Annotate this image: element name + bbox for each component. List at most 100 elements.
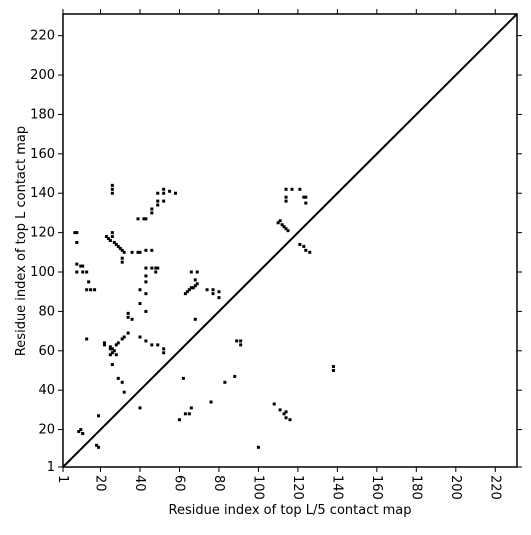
x-tick-label: 40 [132, 475, 147, 492]
point [75, 231, 79, 235]
point [217, 290, 221, 294]
y-tick-label: 220 [30, 29, 55, 44]
point [110, 235, 114, 239]
point [193, 317, 197, 321]
point [116, 376, 120, 380]
point [110, 363, 114, 367]
point [120, 380, 124, 384]
point [75, 240, 79, 244]
point [205, 288, 209, 292]
point [162, 187, 166, 191]
x-tick-label: 120 [290, 475, 305, 500]
point [331, 368, 335, 372]
point [138, 335, 142, 339]
point [122, 335, 126, 339]
point [120, 260, 124, 264]
point [162, 351, 166, 355]
point [120, 248, 124, 252]
point [122, 250, 126, 254]
point [298, 242, 302, 246]
point [150, 343, 154, 347]
point [183, 412, 187, 416]
point [75, 270, 79, 274]
point [136, 217, 140, 221]
y-tick-label: 40 [38, 383, 55, 398]
point [256, 445, 260, 449]
point [284, 227, 288, 231]
point [280, 223, 284, 227]
point [89, 288, 93, 292]
point [150, 207, 154, 211]
point [112, 240, 116, 244]
point [156, 191, 160, 195]
point [331, 365, 335, 369]
point [181, 376, 185, 380]
x-tick-label: 220 [487, 475, 502, 500]
x-tick-label: 160 [369, 475, 384, 500]
point [288, 418, 292, 422]
y-tick-label: 200 [30, 68, 55, 83]
point [189, 286, 193, 290]
point [97, 445, 101, 449]
point [108, 347, 112, 351]
point [211, 292, 215, 296]
point [209, 400, 213, 404]
point [150, 248, 154, 252]
point [79, 428, 83, 432]
point [144, 248, 148, 252]
point [110, 347, 114, 351]
point [126, 331, 130, 335]
point [195, 282, 199, 286]
point [189, 270, 193, 274]
y-tick-label: 120 [30, 226, 55, 241]
point [302, 244, 306, 248]
point [156, 203, 160, 207]
point [162, 191, 166, 195]
point [87, 280, 91, 284]
x-tick-label: 60 [171, 475, 186, 492]
point [75, 262, 79, 266]
point [239, 339, 243, 343]
point [304, 195, 308, 199]
y-tick-label: 140 [30, 186, 55, 201]
y-tick-label: 160 [30, 147, 55, 162]
point [154, 266, 158, 270]
point [136, 250, 140, 254]
point [93, 288, 97, 292]
point [81, 264, 85, 268]
point [144, 309, 148, 313]
point [102, 343, 106, 347]
x-tick-label: 100 [250, 475, 265, 500]
x-axis-label: Residue index of top L/5 contact map [169, 503, 412, 518]
point [278, 408, 282, 412]
point [162, 347, 166, 351]
point [191, 286, 195, 290]
point [112, 349, 116, 353]
x-tick-label: 200 [448, 475, 463, 500]
point [308, 250, 312, 254]
point [81, 270, 85, 274]
point [114, 242, 118, 246]
point [290, 187, 294, 191]
point [284, 416, 288, 420]
y-tick-label: 20 [38, 423, 55, 438]
point [144, 280, 148, 284]
point [156, 199, 160, 203]
point [126, 311, 130, 315]
point [183, 292, 187, 296]
point [298, 187, 302, 191]
point [95, 443, 99, 447]
point [156, 343, 160, 347]
y-tick-label: 60 [38, 344, 55, 359]
y-tick-label: 1 [47, 460, 55, 475]
point [144, 292, 148, 296]
point [185, 290, 189, 294]
x-tick-label: 180 [408, 475, 423, 500]
point [108, 239, 112, 242]
y-tick-label: 180 [30, 107, 55, 122]
point [77, 430, 81, 434]
point [138, 250, 142, 254]
point [110, 183, 114, 187]
point [284, 195, 288, 199]
